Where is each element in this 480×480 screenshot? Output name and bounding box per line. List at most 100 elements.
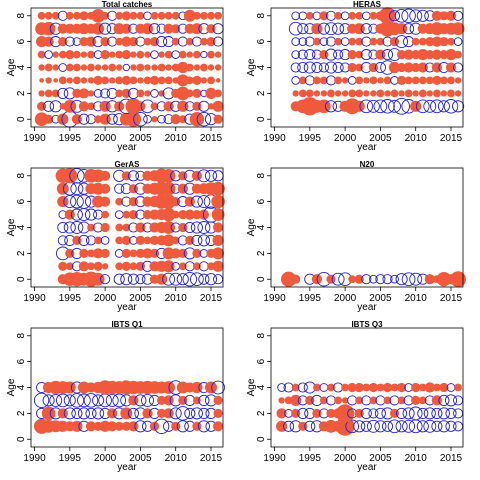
residual-bubble-total-catches <box>185 76 194 85</box>
residual-bubble-n20 <box>361 274 372 285</box>
residual-bubble-ibts-q1 <box>213 395 223 405</box>
residual-bubble-heras <box>445 10 457 21</box>
residual-bubble-ibts-q3 <box>416 420 429 433</box>
residual-bubble-ibts-q1 <box>197 420 210 433</box>
residual-bubble-total-catches <box>91 9 105 23</box>
residual-bubble-geras <box>78 261 89 272</box>
residual-bubble-heras <box>452 100 465 113</box>
x-tick-label-total-catches: 1990 <box>23 133 46 144</box>
residual-bubble-heras <box>369 11 378 20</box>
residual-bubble-total-catches <box>57 87 69 99</box>
residual-bubble-heras <box>334 90 342 97</box>
residual-bubble-total-catches <box>87 77 95 84</box>
residual-bubble-heras <box>341 77 349 84</box>
residual-bubble-total-catches <box>151 116 158 123</box>
residual-bubble-heras <box>443 99 459 114</box>
residual-bubble-geras <box>70 182 84 196</box>
residual-bubble-ibts-q3 <box>423 407 436 420</box>
x-tick-label-ibts-q3: 1995 <box>299 453 322 464</box>
residual-bubble-total-catches <box>38 90 45 97</box>
residual-bubble-total-catches <box>57 23 68 34</box>
residual-bubble-heras <box>453 37 463 46</box>
residual-bubble-heras <box>395 35 409 49</box>
residual-bubble-ibts-q1 <box>213 408 223 418</box>
residual-bubble-geras <box>171 210 180 219</box>
residual-bubble-heras <box>298 89 307 98</box>
residual-bubble-ibts-q3 <box>453 395 464 406</box>
residual-bubble-total-catches <box>122 63 130 72</box>
residual-bubble-total-catches <box>207 76 215 85</box>
residual-bubble-ibts-q1 <box>163 408 174 419</box>
y-tick-label-geras: 8 <box>16 173 27 179</box>
residual-bubble-total-catches <box>150 11 159 20</box>
residual-bubble-total-catches <box>78 88 89 99</box>
residual-bubble-geras <box>213 222 224 233</box>
residual-bubble-heras <box>411 62 421 73</box>
residual-bubble-total-catches <box>129 76 138 85</box>
residual-bubble-ibts-q1 <box>92 407 105 420</box>
residual-bubble-heras <box>297 61 309 74</box>
residual-bubble-total-catches <box>144 64 151 71</box>
residual-bubble-total-catches <box>136 63 145 72</box>
x-tick-label-geras: 1995 <box>59 293 82 304</box>
residual-bubble-heras <box>411 37 420 46</box>
residual-bubble-total-catches <box>87 90 95 97</box>
residual-bubble-heras <box>454 90 462 97</box>
residual-bubble-heras <box>297 49 308 60</box>
residual-bubble-ibts-q1 <box>153 418 170 434</box>
residual-bubble-total-catches <box>73 63 81 72</box>
residual-bubble-heras <box>360 23 372 35</box>
residual-bubble-total-catches <box>101 64 109 71</box>
residual-bubble-total-catches <box>135 101 146 112</box>
residual-bubble-geras <box>184 209 195 220</box>
y-tick-label-ibts-q1: 8 <box>16 333 27 339</box>
residual-bubble-ibts-q3 <box>402 419 416 433</box>
residual-bubble-n20 <box>281 271 297 287</box>
residual-bubble-total-catches <box>73 76 81 85</box>
residual-bubble-ibts-q3 <box>283 420 295 432</box>
residual-bubble-geras <box>212 260 224 272</box>
residual-bubble-heras <box>318 62 329 73</box>
residual-bubble-ibts-q3 <box>431 420 443 432</box>
residual-bubble-geras <box>57 221 69 234</box>
residual-bubble-geras <box>170 248 181 259</box>
y-axis-label-geras: Age <box>6 218 17 236</box>
residual-bubble-heras <box>388 10 401 22</box>
residual-bubble-geras <box>211 181 225 196</box>
residual-bubble-geras <box>100 222 110 233</box>
residual-bubble-heras <box>347 50 357 60</box>
residual-bubble-heras <box>311 61 323 74</box>
residual-bubble-heras <box>369 37 378 46</box>
residual-bubble-heras <box>332 61 344 74</box>
residual-bubble-total-catches <box>64 23 75 34</box>
residual-bubble-heras <box>319 50 329 60</box>
residual-bubble-heras <box>439 37 449 47</box>
residual-bubble-geras <box>100 170 111 181</box>
residual-bubble-ibts-q1 <box>198 394 210 406</box>
residual-bubble-ibts-q3 <box>411 395 421 405</box>
residual-bubble-total-catches <box>92 22 105 35</box>
x-tick-label-heras: 2005 <box>369 133 392 144</box>
residual-bubble-ibts-q3 <box>423 419 437 433</box>
residual-bubble-total-catches <box>157 76 166 85</box>
x-axis-label-heras: year <box>357 142 377 153</box>
y-tick-label-total-catches: 4 <box>16 64 27 70</box>
y-tick-label-ibts-q3: 0 <box>256 436 267 442</box>
residual-bubble-geras <box>69 168 85 184</box>
residual-bubble-total-catches <box>80 64 88 71</box>
residual-bubble-ibts-q3 <box>445 420 457 432</box>
residual-bubble-ibts-q1 <box>69 393 85 408</box>
residual-bubble-heras <box>403 62 414 73</box>
x-tick-label-ibts-q1: 2015 <box>200 453 223 464</box>
x-tick-label-ibts-q1: 1995 <box>59 453 82 464</box>
residual-bubble-ibts-q1 <box>157 408 167 418</box>
residual-bubble-total-catches <box>41 21 56 36</box>
residual-bubble-ibts-q1 <box>205 381 217 394</box>
residual-bubble-heras <box>363 90 370 97</box>
residual-bubble-geras <box>115 223 124 232</box>
residual-bubble-total-catches <box>200 37 208 46</box>
residual-bubble-ibts-q1 <box>213 421 224 432</box>
residual-bubble-ibts-q3 <box>374 420 387 433</box>
residual-bubble-n20 <box>348 275 357 284</box>
residual-bubble-n20 <box>390 274 399 284</box>
